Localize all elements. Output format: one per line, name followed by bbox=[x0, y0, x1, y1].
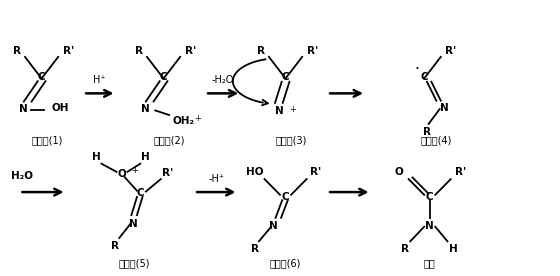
Text: N: N bbox=[129, 219, 137, 229]
Text: H⁺: H⁺ bbox=[94, 75, 106, 85]
Text: N: N bbox=[20, 104, 28, 114]
Text: R': R' bbox=[455, 167, 466, 177]
Text: R': R' bbox=[185, 46, 196, 55]
Text: R': R' bbox=[445, 46, 456, 55]
Text: C: C bbox=[421, 72, 428, 82]
Text: N: N bbox=[269, 221, 278, 231]
Text: +: + bbox=[195, 115, 202, 123]
Text: -H⁺: -H⁺ bbox=[208, 174, 225, 184]
Text: OH₂: OH₂ bbox=[172, 116, 194, 126]
Text: R: R bbox=[134, 46, 143, 55]
Text: N: N bbox=[426, 221, 434, 231]
Text: O: O bbox=[395, 167, 404, 177]
Text: H: H bbox=[142, 152, 150, 162]
Text: C: C bbox=[160, 72, 167, 82]
Text: R: R bbox=[13, 46, 21, 55]
Text: R': R' bbox=[306, 46, 318, 55]
Text: +: + bbox=[132, 166, 138, 175]
Text: H: H bbox=[449, 244, 458, 254]
Text: ·: · bbox=[414, 62, 419, 76]
Text: R': R' bbox=[162, 168, 174, 178]
Text: 反应物(6): 反应物(6) bbox=[270, 258, 301, 268]
Text: R: R bbox=[401, 244, 409, 254]
Text: H₂O: H₂O bbox=[11, 171, 33, 181]
Text: C: C bbox=[426, 192, 433, 202]
Text: OH: OH bbox=[52, 103, 69, 113]
Text: H: H bbox=[91, 152, 100, 162]
Text: 反应物(2): 反应物(2) bbox=[153, 135, 185, 145]
Text: C: C bbox=[38, 72, 45, 82]
Text: C: C bbox=[282, 72, 290, 82]
Text: R: R bbox=[111, 241, 119, 251]
Text: R: R bbox=[423, 127, 431, 137]
Text: 产物: 产物 bbox=[424, 258, 436, 268]
Text: +: + bbox=[289, 105, 296, 114]
Text: 反应物(4): 反应物(4) bbox=[421, 135, 452, 145]
Text: R': R' bbox=[63, 46, 74, 55]
Text: R: R bbox=[256, 46, 264, 55]
Text: N: N bbox=[142, 104, 150, 114]
Text: -H₂O: -H₂O bbox=[212, 75, 234, 85]
Text: 反应物(3): 反应物(3) bbox=[276, 135, 307, 145]
Text: HO: HO bbox=[246, 167, 264, 177]
Text: 反应物(5): 反应物(5) bbox=[119, 258, 151, 268]
Text: 反应物(1): 反应物(1) bbox=[31, 135, 63, 145]
Text: N: N bbox=[274, 105, 283, 116]
Text: R': R' bbox=[310, 167, 321, 177]
Text: R: R bbox=[251, 244, 259, 254]
Text: C: C bbox=[137, 189, 144, 198]
Text: C: C bbox=[282, 192, 290, 202]
Text: O: O bbox=[118, 169, 127, 179]
Text: N: N bbox=[440, 103, 449, 113]
